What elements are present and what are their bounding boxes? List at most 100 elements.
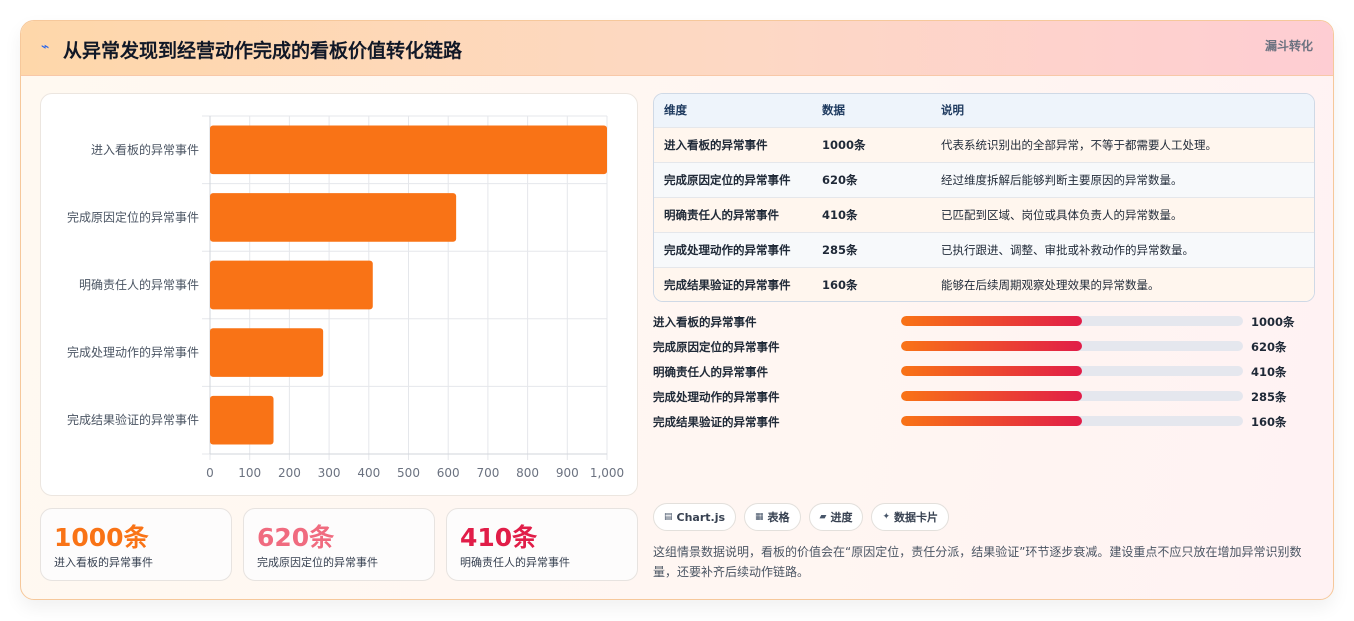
table-row: 进入看板的异常事件 1000条 代表系统识别出的全部异常，不等于都需要人工处理。 xyxy=(654,127,1314,162)
x-tick-label: 300 xyxy=(318,466,341,480)
x-tick-label: 1,000 xyxy=(590,466,624,480)
progress-label: 进入看板的异常事件 xyxy=(653,315,757,329)
table-cell: 已执行跟进、调整、审批或补救动作的异常数量。 xyxy=(941,242,1194,257)
kpi-value: 620条 xyxy=(257,523,335,552)
table-icon: ▦ xyxy=(755,512,764,522)
chip-progress[interactable]: ▰ 进度 xyxy=(808,503,864,531)
table-row: 完成原因定位的异常事件 620条 经过维度拆解后能够判断主要原因的异常数量。 xyxy=(654,162,1314,197)
table-cell: 完成处理动作的异常事件 xyxy=(664,242,791,257)
progress-track xyxy=(901,391,1243,401)
chip-label: 表格 xyxy=(767,511,790,524)
table-cell: 代表系统识别出的全部异常，不等于都需要人工处理。 xyxy=(941,137,1217,152)
chip-label: 数据卡片 xyxy=(894,511,939,524)
progress-track xyxy=(901,416,1243,426)
table-cell: 明确责任人的异常事件 xyxy=(664,207,779,222)
x-tick-label: 900 xyxy=(556,466,579,480)
summary-note: 这组情景数据说明，看板的价值会在“原因定位，责任分派，结果验证”环节逐步衰减。建… xyxy=(653,545,1302,579)
kpi-card-3: 410条 明确责任人的异常事件 xyxy=(446,508,638,581)
progress-value: 1000条 xyxy=(1251,315,1295,329)
table-cell: 进入看板的异常事件 xyxy=(664,137,768,152)
y-tick-label: 进入看板的异常事件 xyxy=(91,142,199,157)
page-title: 从异常发现到经营动作完成的看板价值转化链路 xyxy=(63,40,463,62)
x-tick-label: 0 xyxy=(206,466,214,480)
progress-value: 285条 xyxy=(1251,390,1287,404)
x-tick-label: 500 xyxy=(397,466,420,480)
feature-chips: ▤ Chart.js ▦ 表格 ▰ 进度 ✦ 数据卡片 xyxy=(653,503,950,531)
y-tick-label: 完成结果验证的异常事件 xyxy=(67,412,199,427)
chip-table[interactable]: ▦ 表格 xyxy=(744,503,801,531)
progress-fill xyxy=(901,391,1083,401)
kpi-label: 明确责任人的异常事件 xyxy=(460,556,570,569)
bar-chart: 0 100 200 300 400 500 600 700 800 900 1,000 进入看板的异常… xyxy=(67,115,624,480)
x-tick-label: 400 xyxy=(357,466,380,480)
progress-label: 完成处理动作的异常事件 xyxy=(653,390,780,404)
table-cell: 1000条 xyxy=(822,137,866,152)
bar xyxy=(210,125,607,175)
progress-label: 明确责任人的异常事件 xyxy=(653,365,768,379)
chart-icon: ▤ xyxy=(664,512,673,522)
progress-row: 明确责任人的异常事件 410条 xyxy=(653,361,1315,386)
data-table: 维度 数据 说明 进入看板的异常事件 1000条 代表系统识别出的全部异常，不等… xyxy=(653,93,1315,302)
table-cell: 285条 xyxy=(822,242,858,257)
progress-fill xyxy=(901,416,1083,426)
bar-chart-panel: 0 100 200 300 400 500 600 700 800 900 1,000 进入看板的异常… xyxy=(40,93,638,496)
y-tick-label: 完成处理动作的异常事件 xyxy=(67,345,199,360)
kpi-label: 完成原因定位的异常事件 xyxy=(257,556,378,569)
kpi-card-2: 620条 完成原因定位的异常事件 xyxy=(243,508,435,581)
progress-label: 完成结果验证的异常事件 xyxy=(653,415,780,429)
bar xyxy=(210,395,274,445)
bar xyxy=(210,193,457,242)
column-header-description: 说明 xyxy=(941,103,964,118)
progress-row: 完成原因定位的异常事件 620条 xyxy=(653,336,1315,361)
chip-label: 进度 xyxy=(830,511,853,524)
table-cell: 620条 xyxy=(822,172,858,187)
progress-fill xyxy=(901,341,1083,351)
progress-track xyxy=(901,341,1243,351)
chip-data-card[interactable]: ✦ 数据卡片 xyxy=(871,503,950,531)
x-tick-label: 100 xyxy=(238,466,261,480)
progress-row: 进入看板的异常事件 1000条 xyxy=(653,311,1315,336)
table-cell: 能够在后续周期观察处理效果的异常数量。 xyxy=(941,277,1160,292)
kpi-value: 410条 xyxy=(460,523,538,552)
progress-label: 完成原因定位的异常事件 xyxy=(653,340,780,354)
card-header: ⌁ 从异常发现到经营动作完成的看板价值转化链路 漏斗转化 xyxy=(21,21,1333,76)
progress-fill xyxy=(901,316,1083,326)
table-cell: 160条 xyxy=(822,277,858,292)
bar xyxy=(210,328,324,377)
kpi-value: 1000条 xyxy=(54,523,149,552)
chip-chartjs[interactable]: ▤ Chart.js xyxy=(653,503,737,531)
progress-icon: ▰ xyxy=(819,512,827,522)
funnel-tag: 漏斗转化 xyxy=(1264,39,1313,53)
progress-value: 620条 xyxy=(1251,340,1287,354)
kpi-label: 进入看板的异常事件 xyxy=(54,556,153,569)
chart-line-icon: ⌁ xyxy=(41,39,50,55)
sparkle-icon: ✦ xyxy=(882,512,891,522)
progress-track xyxy=(901,316,1243,326)
progress-fill xyxy=(901,366,1083,376)
progress-value: 410条 xyxy=(1251,365,1287,379)
table-header-row: 维度 数据 说明 xyxy=(654,94,1314,127)
progress-list: 进入看板的异常事件 1000条 完成原因定位的异常事件 620条 明确责任人的异… xyxy=(653,311,1315,436)
x-tick-label: 200 xyxy=(278,466,301,480)
table-row: 完成处理动作的异常事件 285条 已执行跟进、调整、审批或补救动作的异常数量。 xyxy=(654,232,1314,267)
progress-row: 完成结果验证的异常事件 160条 xyxy=(653,411,1315,436)
progress-value: 160条 xyxy=(1251,415,1287,429)
chip-label: Chart.js xyxy=(676,510,726,524)
progress-track xyxy=(901,366,1243,376)
table-cell: 经过维度拆解后能够判断主要原因的异常数量。 xyxy=(941,172,1183,187)
x-tick-label: 700 xyxy=(476,466,499,480)
kpi-card-1: 1000条 进入看板的异常事件 xyxy=(40,508,232,581)
y-tick-label: 明确责任人的异常事件 xyxy=(79,277,199,292)
progress-row: 完成处理动作的异常事件 285条 xyxy=(653,386,1315,411)
table-cell: 完成原因定位的异常事件 xyxy=(664,172,791,187)
y-tick-label: 完成原因定位的异常事件 xyxy=(67,209,199,224)
table-row: 明确责任人的异常事件 410条 已匹配到区域、岗位或具体负责人的异常数量。 xyxy=(654,197,1314,232)
table-cell: 已匹配到区域、岗位或具体负责人的异常数量。 xyxy=(941,207,1183,222)
table-row: 完成结果验证的异常事件 160条 能够在后续周期观察处理效果的异常数量。 xyxy=(654,267,1314,301)
column-header-dimension: 维度 xyxy=(664,103,687,118)
x-tick-label: 800 xyxy=(516,466,539,480)
column-header-data: 数据 xyxy=(822,103,845,118)
x-tick-label: 600 xyxy=(437,466,460,480)
bar xyxy=(210,260,373,310)
table-cell: 410条 xyxy=(822,207,858,222)
